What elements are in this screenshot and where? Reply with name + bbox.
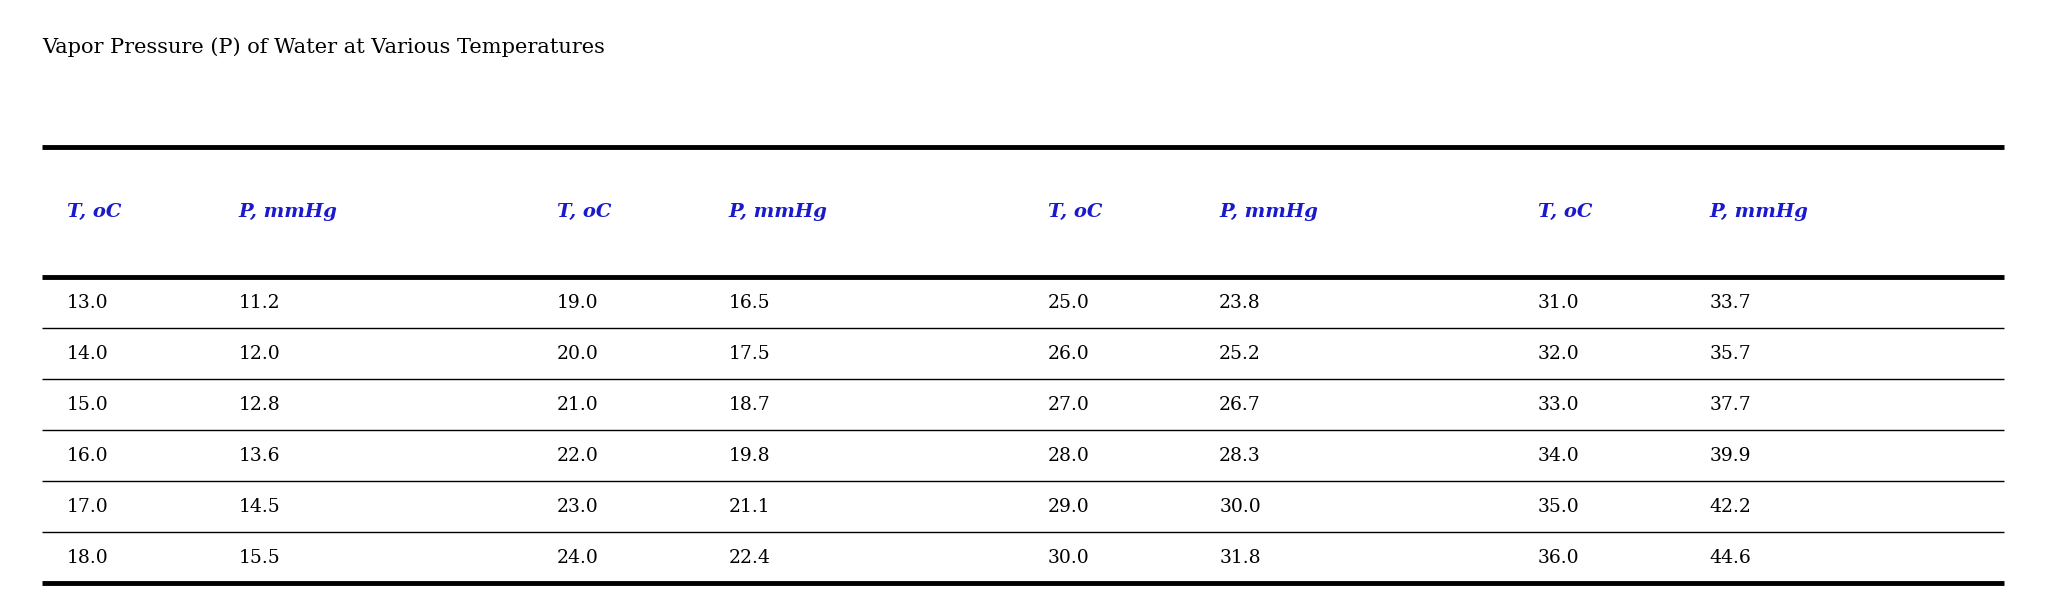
Text: 12.8: 12.8 <box>239 396 280 414</box>
Text: 20.0: 20.0 <box>557 345 599 363</box>
Text: 34.0: 34.0 <box>1539 447 1580 465</box>
Text: P, mmHg: P, mmHg <box>1219 203 1318 221</box>
Text: 22.4: 22.4 <box>728 549 771 567</box>
Text: 17.0: 17.0 <box>68 498 108 516</box>
Text: 30.0: 30.0 <box>1219 498 1260 516</box>
Text: 23.8: 23.8 <box>1219 294 1260 312</box>
Text: 17.5: 17.5 <box>728 345 771 363</box>
Text: 21.0: 21.0 <box>557 396 599 414</box>
Text: 15.0: 15.0 <box>68 396 108 414</box>
Text: 14.0: 14.0 <box>68 345 108 363</box>
Text: 12.0: 12.0 <box>239 345 280 363</box>
Text: 25.2: 25.2 <box>1219 345 1260 363</box>
Text: 16.5: 16.5 <box>728 294 771 312</box>
Text: 11.2: 11.2 <box>239 294 280 312</box>
Text: 36.0: 36.0 <box>1539 549 1580 567</box>
Text: 30.0: 30.0 <box>1048 549 1088 567</box>
Text: 14.5: 14.5 <box>239 498 280 516</box>
Text: 44.6: 44.6 <box>1710 549 1751 567</box>
Text: 42.2: 42.2 <box>1710 498 1751 516</box>
Text: 21.1: 21.1 <box>728 498 771 516</box>
Text: Vapor Pressure (P) of Water at Various Temperatures: Vapor Pressure (P) of Water at Various T… <box>43 38 606 57</box>
Text: 25.0: 25.0 <box>1048 294 1088 312</box>
Text: 28.0: 28.0 <box>1048 447 1088 465</box>
Text: 33.7: 33.7 <box>1710 294 1751 312</box>
Text: P, mmHg: P, mmHg <box>1710 203 1809 221</box>
Text: 15.5: 15.5 <box>239 549 280 567</box>
Text: T, oC: T, oC <box>68 203 121 221</box>
Text: 31.0: 31.0 <box>1539 294 1580 312</box>
Text: P, mmHg: P, mmHg <box>728 203 829 221</box>
Text: T, oC: T, oC <box>1539 203 1592 221</box>
Text: T, oC: T, oC <box>557 203 612 221</box>
Text: T, oC: T, oC <box>1048 203 1103 221</box>
Text: 24.0: 24.0 <box>557 549 599 567</box>
Text: 26.0: 26.0 <box>1048 345 1088 363</box>
Text: 37.7: 37.7 <box>1710 396 1751 414</box>
Text: 28.3: 28.3 <box>1219 447 1260 465</box>
Text: 16.0: 16.0 <box>68 447 108 465</box>
Text: 27.0: 27.0 <box>1048 396 1088 414</box>
Text: 18.0: 18.0 <box>68 549 108 567</box>
Text: 35.7: 35.7 <box>1710 345 1751 363</box>
Text: 18.7: 18.7 <box>728 396 771 414</box>
Text: P, mmHg: P, mmHg <box>239 203 338 221</box>
Text: 35.0: 35.0 <box>1539 498 1580 516</box>
Text: 39.9: 39.9 <box>1710 447 1751 465</box>
Text: 13.6: 13.6 <box>239 447 280 465</box>
Text: 23.0: 23.0 <box>557 498 599 516</box>
Text: 19.8: 19.8 <box>728 447 771 465</box>
Text: 31.8: 31.8 <box>1219 549 1260 567</box>
Text: 22.0: 22.0 <box>557 447 599 465</box>
Text: 13.0: 13.0 <box>68 294 108 312</box>
Text: 26.7: 26.7 <box>1219 396 1260 414</box>
Text: 29.0: 29.0 <box>1048 498 1088 516</box>
Text: 32.0: 32.0 <box>1539 345 1580 363</box>
Text: 19.0: 19.0 <box>557 294 599 312</box>
Text: 33.0: 33.0 <box>1539 396 1580 414</box>
